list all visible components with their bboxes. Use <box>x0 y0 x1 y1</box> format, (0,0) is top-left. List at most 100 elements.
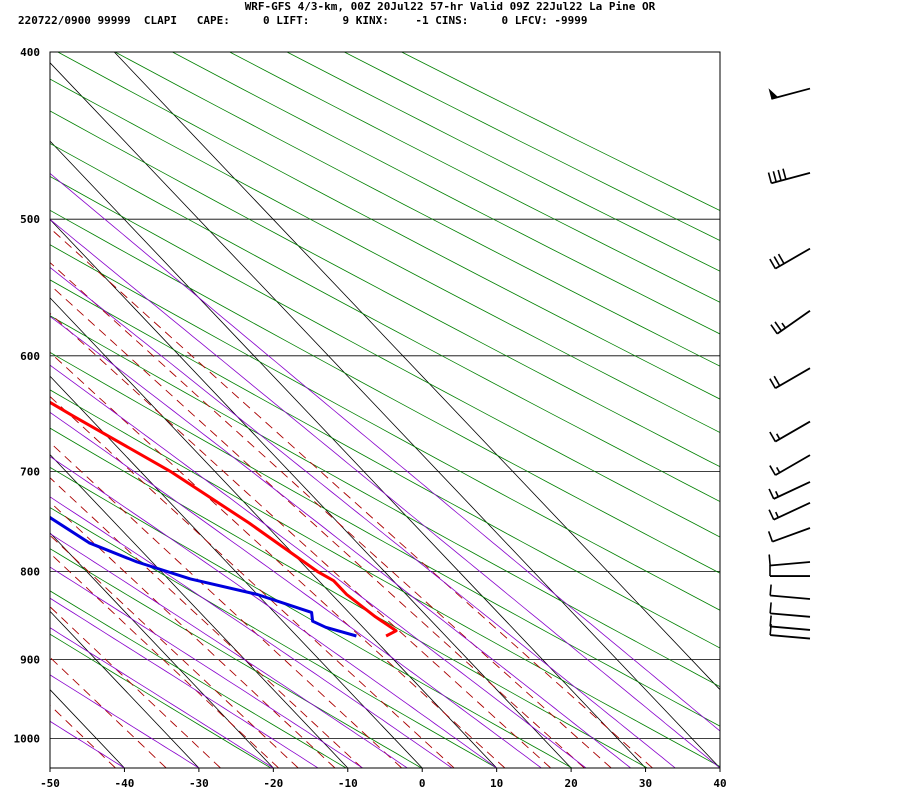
dry-adiabat-line <box>50 466 573 768</box>
mixing-ratio-line <box>50 261 612 768</box>
moist-adiabat-line <box>50 266 676 768</box>
wind-barb <box>767 168 811 185</box>
isotherm-line <box>50 140 646 768</box>
wind-barb-staff <box>774 420 811 443</box>
isotherm-line <box>50 532 274 768</box>
wind-barb-flag <box>772 171 777 183</box>
wind-barb-flag <box>767 172 773 184</box>
moist-adiabat-line <box>50 411 542 768</box>
wind-barb-flag <box>773 375 781 387</box>
temperature-tick-label: -10 <box>338 777 358 790</box>
moist-adiabat-line <box>50 172 720 732</box>
wind-barb-staff <box>771 87 811 100</box>
moist-adiabat-line <box>50 218 720 768</box>
temperature-profile <box>50 400 398 638</box>
pressure-tick-label: 400 <box>20 46 40 59</box>
temperature-tick-label: 30 <box>639 777 652 790</box>
background-grid <box>50 52 720 768</box>
wind-barb <box>768 87 811 100</box>
dry-adiabat-line <box>50 142 720 502</box>
sounding-indices: 220722/0900 99999 CLAPI CAPE: 0 LIFT: 9 … <box>18 14 588 27</box>
wind-barb-half-flag <box>774 490 780 498</box>
wind-barb <box>769 624 811 640</box>
wind-barb <box>767 527 811 543</box>
wind-barb <box>769 565 810 577</box>
pressure-tick-label: 800 <box>20 565 40 578</box>
isotherm-line <box>113 52 720 691</box>
wind-barb-flag <box>769 465 777 476</box>
wind-barb <box>769 602 811 618</box>
dry-adiabat-line <box>50 389 720 768</box>
temperature-tick-label: -40 <box>115 777 135 790</box>
mixing-ratio-line <box>50 477 363 768</box>
dry-adiabat-line <box>50 590 347 768</box>
dry-adiabat-line <box>50 427 648 768</box>
moist-adiabat-line <box>50 315 631 768</box>
temperature-tick-label: 0 <box>419 777 426 790</box>
axis-labels: 400 500 600 700 800 900 1000 -50 -40 -30 -20 -10 0 10… <box>14 46 727 790</box>
wind-barb-staff <box>774 247 811 270</box>
pressure-tick-label: 700 <box>20 465 40 478</box>
dry-adiabat-line <box>50 315 720 688</box>
dry-adiabat-line <box>50 244 720 611</box>
dry-adiabat-line <box>172 52 720 335</box>
wind-barb-flag <box>777 169 782 181</box>
wind-barb-half-flag <box>775 466 781 474</box>
dry-adiabat-line <box>50 176 720 538</box>
wind-barb <box>769 454 811 476</box>
wind-barb-flag <box>769 258 777 269</box>
wind-barbs <box>767 87 811 640</box>
wind-barb <box>770 310 811 335</box>
wind-barb-staff <box>772 527 811 543</box>
wind-barb <box>769 367 811 389</box>
wind-barb-flag <box>768 509 775 521</box>
wind-barb-flag <box>767 531 774 542</box>
pressure-tick-label: 900 <box>20 654 40 667</box>
pressure-tick-label: 600 <box>20 350 40 363</box>
wind-barb-half-flag <box>774 511 780 518</box>
wind-barb-flag <box>769 378 777 389</box>
wind-barb-staff <box>770 561 811 567</box>
moist-adiabat-line <box>50 627 274 768</box>
dewpoint-profile <box>50 515 357 638</box>
moist-adiabat-line <box>50 533 408 768</box>
wind-barb-half-flag <box>775 433 781 440</box>
isotherm-line <box>50 297 497 768</box>
wind-barb-flag <box>769 624 772 636</box>
wind-barb <box>768 481 811 500</box>
temperature-tick-label: -50 <box>40 777 60 790</box>
dry-adiabat-line <box>50 548 422 768</box>
wind-barb-flag <box>768 554 771 566</box>
temperature-tick-label: 10 <box>490 777 503 790</box>
isotherm-line <box>50 610 200 768</box>
temperature-tick-label: -20 <box>263 777 283 790</box>
wind-barb-flag <box>782 168 787 180</box>
moist-adiabat-line <box>50 597 319 768</box>
wind-barb-staff <box>770 594 811 600</box>
moist-adiabat-line <box>50 496 453 768</box>
wind-barb-flag <box>768 488 775 500</box>
dry-adiabat-line <box>50 633 272 768</box>
mixing-ratio-line <box>50 227 653 768</box>
wind-barb <box>768 501 811 521</box>
plot-frame <box>49 51 721 769</box>
temperature-tick-label: 40 <box>713 777 726 790</box>
dry-adiabat-line <box>114 52 720 367</box>
wind-barb <box>768 554 811 567</box>
temperature-tick-label: -30 <box>189 777 209 790</box>
wind-barb-staff <box>770 634 811 640</box>
moist-adiabat-line <box>50 456 497 768</box>
dry-adiabat-line <box>344 52 720 242</box>
wind-barb-staff <box>771 171 811 185</box>
wind-barb-flag <box>769 584 772 596</box>
wind-barb-flag <box>769 602 772 614</box>
wind-barb-half-flag <box>781 322 787 329</box>
dry-adiabat-line <box>401 52 720 211</box>
isotherm-line <box>50 62 720 768</box>
mixing-ratio-line <box>50 351 506 768</box>
dry-adiabat-line <box>57 52 720 400</box>
wind-barb <box>769 420 811 443</box>
wind-barb-staff <box>770 625 811 631</box>
pressure-tick-label: 1000 <box>14 733 41 746</box>
